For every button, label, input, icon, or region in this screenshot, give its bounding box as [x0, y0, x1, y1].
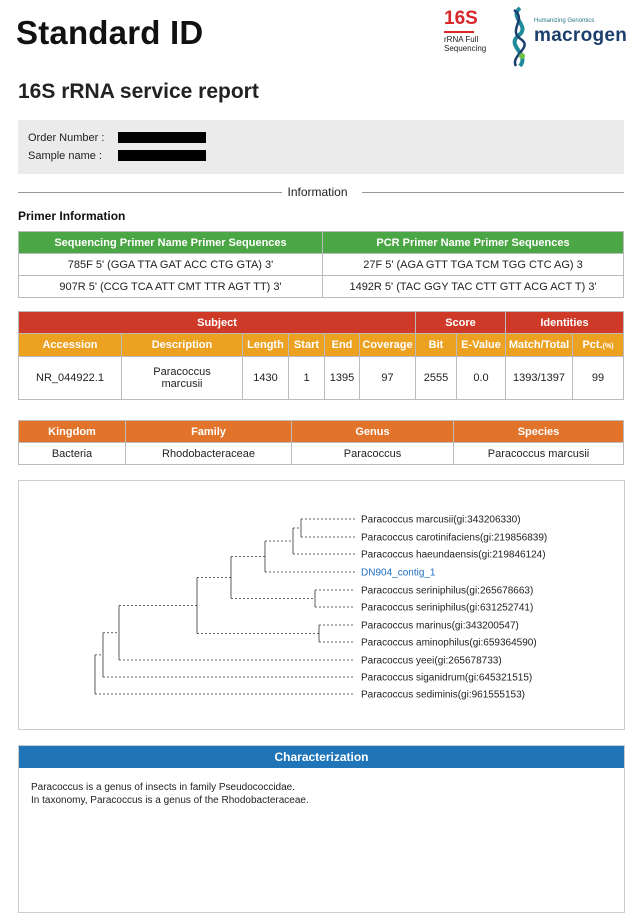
tree-leaf-label: Paracoccus marcusii(gi:343206330) — [361, 515, 521, 526]
col-accession: Accession — [18, 333, 122, 357]
report-subtitle: 16S rRNA service report — [18, 80, 259, 103]
col-evalue: E-Value — [456, 333, 506, 357]
tree-leaf-label: Paracoccus seriniphilus(gi:265678663) — [361, 586, 533, 597]
cell-genus: Paracoccus — [291, 442, 454, 465]
table-row: 907R 5' (CCG TCA ATT CMT TTR AGT TT) 3' … — [18, 275, 624, 298]
cell-accession: NR_044922.1 — [18, 356, 122, 400]
divider-right — [362, 192, 624, 193]
table-row: Bacteria Rhodobacteraceae Paracoccus Par… — [18, 442, 624, 465]
col-match-total: Match/Total — [505, 333, 573, 357]
characterization-text: Paracoccus is a genus of insects in fami… — [19, 768, 624, 820]
taxonomy-table: Kingdom Family Genus Species Bacteria Rh… — [18, 420, 624, 465]
cell-description: Paracoccus marcusii — [121, 356, 243, 400]
col-length: Length — [242, 333, 289, 357]
order-number-redacted — [118, 132, 206, 143]
cell-pct: 99 — [572, 356, 624, 400]
tree-canvas: Paracoccus marcusii(gi:343206330) Paracoc… — [94, 515, 547, 701]
order-info-box: Order Number : Sample name : — [18, 120, 624, 174]
primer-header-pcr: PCR Primer Name Primer Sequences — [322, 231, 624, 254]
tree-leaf-label: Paracoccus aminophilus(gi:659364590) — [361, 638, 537, 649]
col-bit: Bit — [415, 333, 457, 357]
cell-species: Paracoccus marcusii — [453, 442, 624, 465]
col-genus: Genus — [291, 420, 454, 443]
tree-leaf-label: Paracoccus siganidrum(gi:645321515) — [361, 673, 532, 684]
macrogen-brand: macrogen — [534, 25, 628, 46]
primer-cell: 907R 5' (CCG TCA ATT CMT TTR AGT TT) 3' — [18, 275, 323, 298]
tree-leaf-label: Paracoccus yeei(gi:265678733) — [361, 656, 502, 667]
primer-table: Sequencing Primer Name Primer Sequences … — [18, 231, 624, 298]
tree-leaf-label: Paracoccus seriniphilus(gi:631252741) — [361, 603, 533, 614]
col-description: Description — [121, 333, 243, 357]
primer-cell: 27F 5' (AGA GTT TGA TCM TGG CTC AG) 3 — [322, 253, 624, 276]
primer-section-label: Primer Information — [18, 209, 126, 223]
16s-logo: 16S rRNA Full Sequencing — [444, 9, 502, 53]
col-pct: Pct.(%) — [572, 333, 624, 357]
cell-description-line1: Paracoccus — [153, 366, 211, 378]
report-title: Standard ID — [16, 14, 204, 51]
macrogen-logo: Humanizing Genomics macrogen — [506, 6, 628, 68]
cell-start: 1 — [288, 356, 325, 400]
16s-logo-line1: rRNA Full — [444, 35, 479, 44]
cell-end: 1395 — [324, 356, 360, 400]
16s-logo-line2: Sequencing — [444, 44, 487, 53]
information-label: Information — [287, 185, 348, 199]
16s-logo-mark: 16S — [444, 8, 478, 29]
tree-leaf-label: Paracoccus haeundaensis(gi:219846124) — [361, 550, 546, 561]
subject-table: Subject Score Identities Accession Descr… — [18, 311, 624, 400]
tree-leaf-label: Paracoccus carotinifaciens(gi:219856839) — [361, 533, 547, 544]
col-pct-unit: (%) — [602, 343, 614, 350]
cell-length: 1430 — [242, 356, 289, 400]
tree-leaf-label: DN904_contig_1 — [361, 568, 436, 579]
primer-header-sequencing: Sequencing Primer Name Primer Sequences — [18, 231, 323, 254]
cell-family: Rhodobacteraceae — [125, 442, 292, 465]
primer-cell: 785F 5' (GGA TTA GAT ACC CTG GTA) 3' — [18, 253, 323, 276]
tree-leaf-label: Paracoccus marinus(gi:343200547) — [361, 621, 519, 632]
dna-helix-icon — [512, 6, 526, 68]
identities-group-header: Identities — [505, 311, 624, 334]
col-end: End — [324, 333, 360, 357]
divider-left — [18, 192, 282, 193]
table-row: 785F 5' (GGA TTA GAT ACC CTG GTA) 3' 27F… — [18, 253, 624, 276]
characterization-box: Characterization Paracoccus is a genus o… — [18, 745, 625, 913]
subject-group-header: Subject — [18, 311, 416, 334]
order-number-label: Order Number : — [28, 132, 105, 144]
primer-cell: 1492R 5' (TAC GGY TAC CTT GTT ACG ACT T)… — [322, 275, 624, 298]
cell-evalue: 0.0 — [456, 356, 506, 400]
col-species: Species — [453, 420, 624, 443]
characterization-line: Paracoccus is a genus of insects in fami… — [31, 782, 296, 793]
characterization-line: In taxonomy, Paracoccus is a genus of th… — [31, 795, 309, 806]
col-pct-label: Pct. — [582, 339, 603, 351]
cell-coverage: 97 — [359, 356, 416, 400]
table-row: NR_044922.1 Paracoccus marcusii 1430 1 1… — [18, 356, 624, 400]
tree-leaf-label: Paracoccus sediminis(gi:961555153) — [361, 690, 525, 701]
cell-match-total: 1393/1397 — [505, 356, 573, 400]
cell-bit: 2555 — [415, 356, 457, 400]
cell-kingdom: Bacteria — [18, 442, 126, 465]
col-kingdom: Kingdom — [18, 420, 126, 443]
sample-name-label: Sample name : — [28, 150, 102, 162]
col-start: Start — [288, 333, 325, 357]
phylogenetic-tree: Paracoccus marcusii(gi:343206330) Paracoc… — [18, 480, 625, 730]
cell-description-line2: marcusii — [161, 378, 203, 390]
col-family: Family — [125, 420, 292, 443]
col-coverage: Coverage — [359, 333, 416, 357]
sample-name-redacted — [118, 150, 206, 161]
score-group-header: Score — [415, 311, 506, 334]
macrogen-tagline: Humanizing Genomics — [534, 18, 595, 24]
16s-logo-bar — [444, 31, 474, 33]
characterization-heading: Characterization — [19, 746, 624, 768]
